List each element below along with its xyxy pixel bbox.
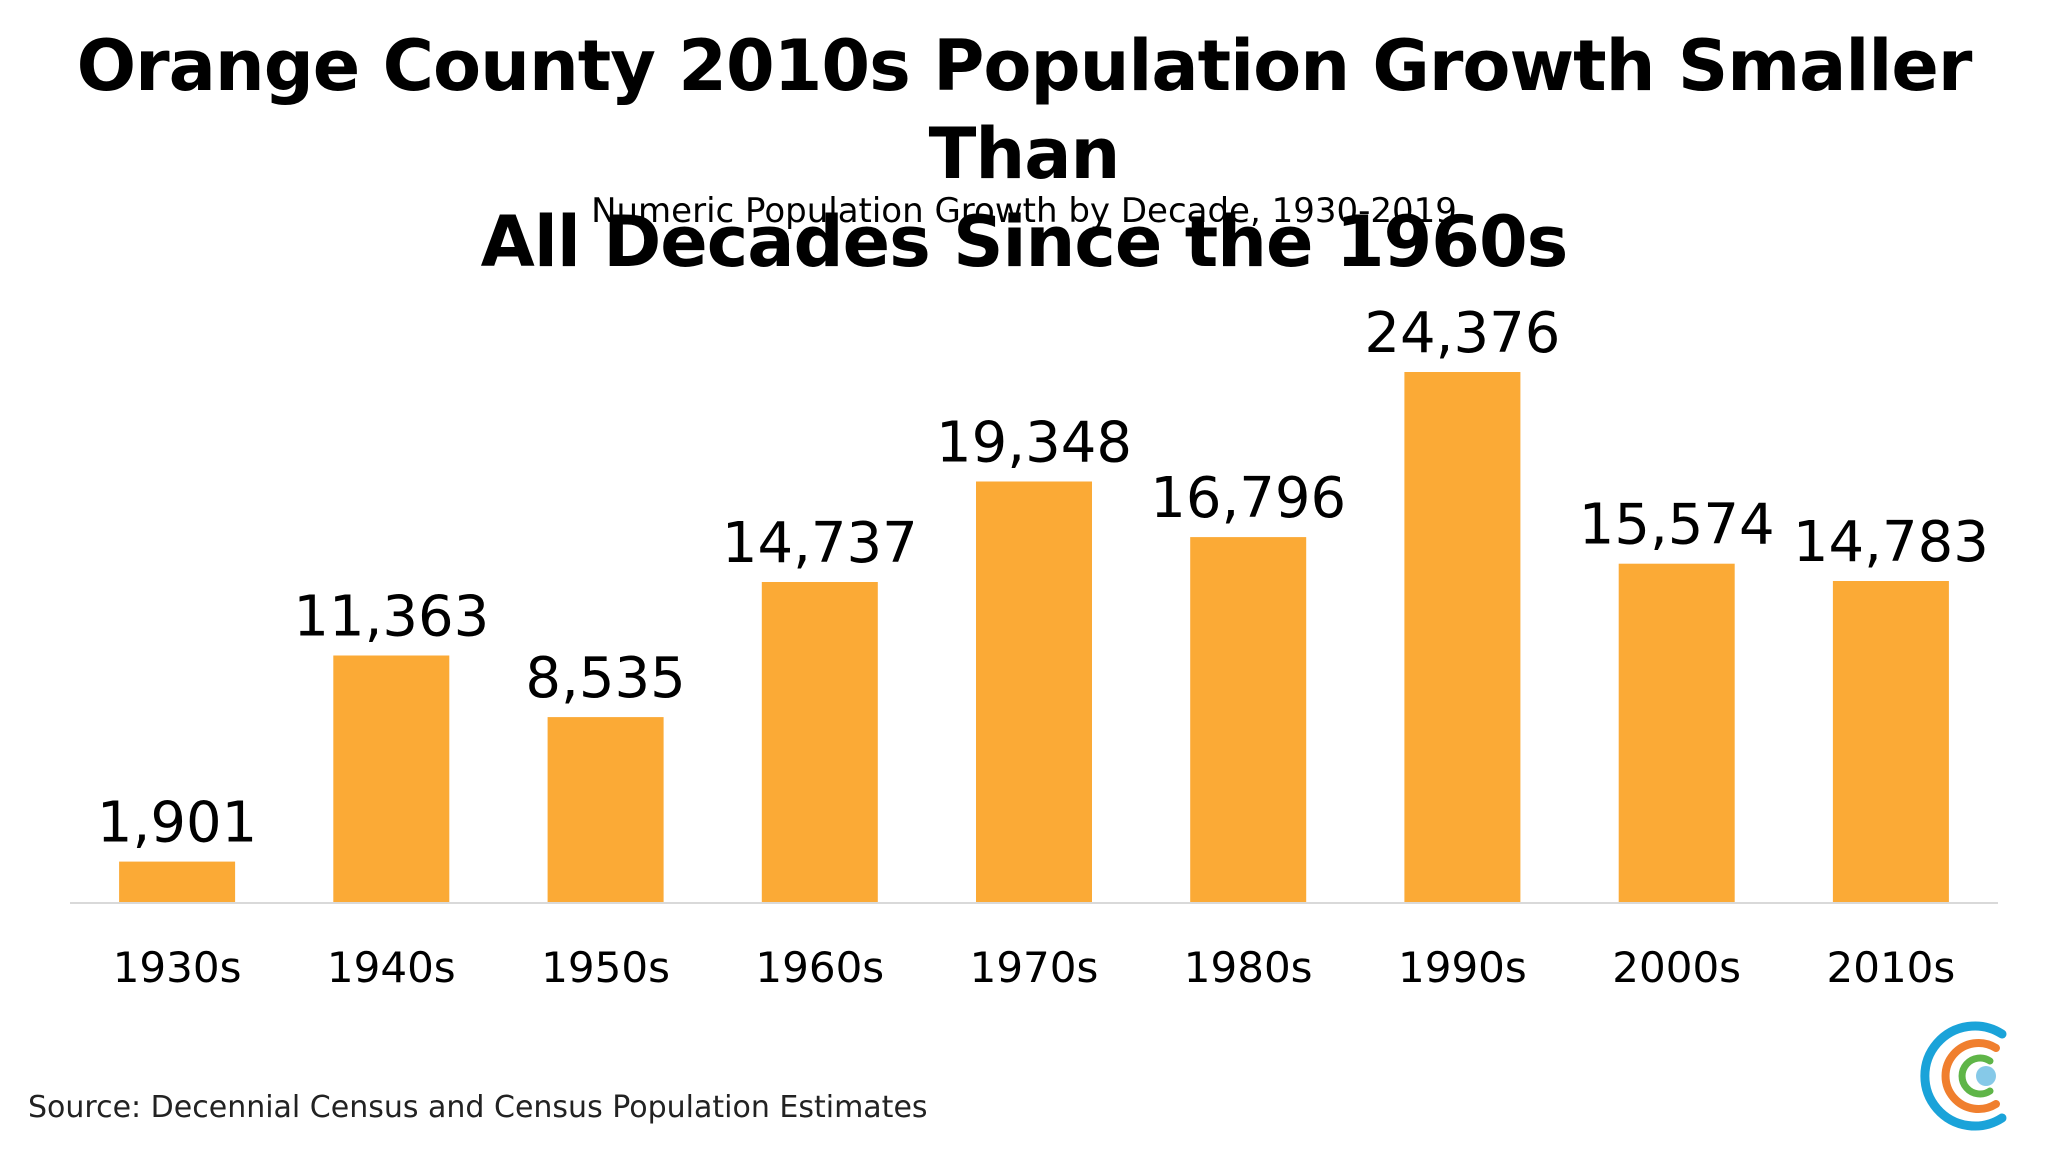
x-tick-label-2010s: 2010s [1827, 943, 1956, 992]
value-label-1970s: 19,348 [936, 411, 1132, 476]
logo-center-dot [1976, 1066, 1996, 1086]
value-label-2010s: 14,783 [1793, 510, 1989, 575]
chart-subtitle: Numeric Population Growth by Decade, 193… [591, 191, 1457, 231]
x-tick-label-1970s: 1970s [970, 943, 1099, 992]
bar-1930s [119, 861, 236, 903]
value-label-1930s: 1,901 [97, 791, 257, 856]
x-tick-label-1960s: 1960s [755, 943, 884, 992]
x-tick-label-1950s: 1950s [541, 943, 670, 992]
bar-2010s [1832, 581, 1949, 903]
chart-title: Orange County 2010s Population Growth Sm… [0, 22, 2048, 286]
logo-middle-arc [1941, 1039, 2000, 1113]
bar-1980s [1190, 537, 1307, 903]
chart-title-line-2: All Decades Since the 1960s [480, 201, 1569, 283]
value-label-1950s: 8,535 [525, 646, 685, 711]
value-label-1990s: 24,376 [1364, 301, 1560, 366]
value-label-1980s: 16,796 [1150, 466, 1346, 531]
logo-outer-arc [1920, 1021, 2007, 1131]
logo-icon [1920, 1021, 2007, 1131]
bar-1970s [976, 481, 1092, 903]
x-axis-labels-group: 1930s 1940s 1950s 1960s 1970s 1980s 1990s 2000s… [113, 943, 1956, 992]
chart-title-line-1: Orange County 2010s Population Growth Sm… [76, 25, 1973, 195]
bar-1960s [761, 582, 878, 903]
x-tick-label-1990s: 1990s [1398, 943, 1527, 992]
x-tick-label-1930s: 1930s [113, 943, 242, 992]
source-note: Source: Decennial Census and Census Popu… [28, 1090, 928, 1125]
bar-2000s [1618, 563, 1735, 903]
bar-1950s [547, 717, 664, 903]
logo-inner-arc [1958, 1054, 1994, 1098]
bar-1940s [333, 655, 450, 903]
x-tick-label-1940s: 1940s [327, 943, 456, 992]
bar-1990s [1404, 372, 1521, 903]
value-label-1960s: 14,737 [722, 511, 918, 576]
value-label-1940s: 11,363 [293, 585, 489, 650]
value-label-2000s: 15,574 [1579, 493, 1775, 558]
bars-group [119, 372, 1949, 903]
value-labels-group: 1,901 11,363 8,535 14,737 19,348 16,796 24,376… [97, 301, 1989, 856]
x-tick-label-2000s: 2000s [1612, 943, 1741, 992]
x-tick-label-1980s: 1980s [1184, 943, 1313, 992]
